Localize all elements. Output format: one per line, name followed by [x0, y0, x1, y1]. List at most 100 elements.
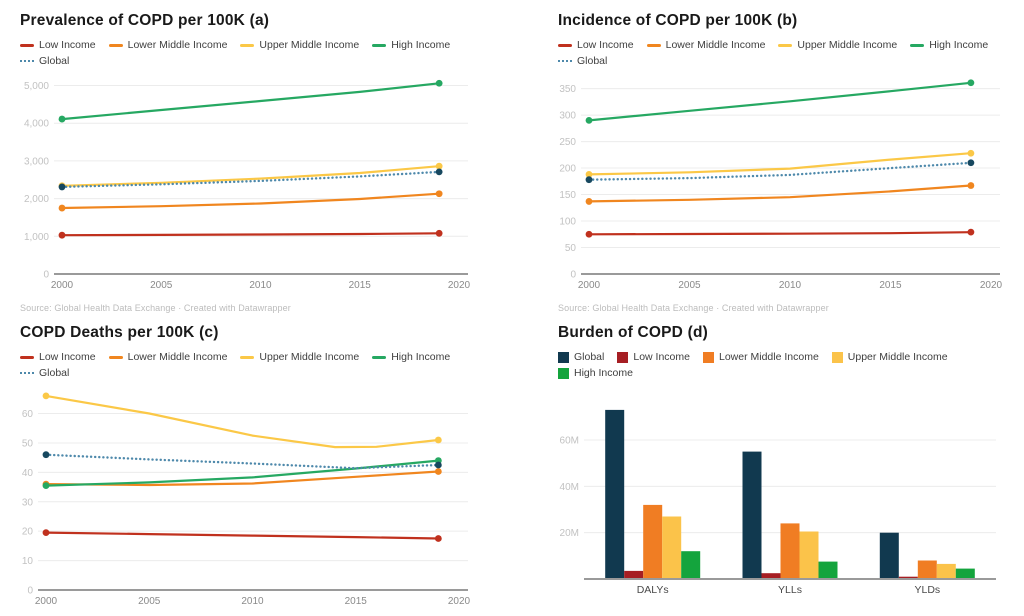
series-line-global: [587, 161, 973, 181]
bar-high-income-ylls: [818, 561, 838, 579]
y-tick-label: 2,000: [24, 194, 49, 205]
legend-item-global: Global: [558, 351, 604, 363]
y-tick-label: 60M: [560, 436, 579, 447]
chart-plot-burden: 20M 40M 60M DALYs YLLs YLDs: [558, 386, 1004, 598]
legend-line-marker: [20, 355, 34, 359]
y-tick-label: 200: [559, 164, 576, 175]
chart-legend-incidence: Low Income Lower Middle Income Upper Middl…: [558, 39, 1004, 67]
series-line-low-income: [587, 231, 972, 236]
y-tick-label: 40M: [560, 482, 579, 493]
series-line-high-income: [587, 81, 972, 122]
legend-line-marker: [372, 43, 387, 47]
series-line-low-income: [44, 531, 440, 540]
y-tick-label: 10: [22, 556, 34, 567]
legend-label: Global: [577, 55, 608, 67]
series-endpoint-dot-upper-middle-income: [585, 171, 593, 178]
legend-dotted-line-marker: [20, 372, 34, 374]
x-tick-label: 2000: [51, 280, 74, 291]
y-tick-label: 60: [22, 409, 34, 420]
bar-high-income-ylds: [955, 568, 975, 579]
series-endpoint-dot-low-income: [58, 231, 66, 239]
chart-legend-prevalence: Low Income Lower Middle Income Upper Middl…: [20, 39, 472, 67]
chart-panel-prevalence: Prevalence of COPD per 100K (a) Low Inco…: [20, 12, 472, 313]
series-line-lower-middle-income: [60, 192, 441, 210]
bar-low-income-dalys: [624, 570, 644, 579]
legend-item-high-income: High Income: [910, 39, 988, 51]
category-label-dalys: DALYs: [637, 584, 669, 596]
legend-label: Upper Middle Income: [259, 351, 360, 363]
bar-lower-middle-income-ylds: [917, 560, 937, 579]
legend-label: Upper Middle Income: [847, 351, 948, 363]
bar-lower-middle-income-dalys: [643, 504, 663, 579]
series-endpoint-dot-lower-middle-income: [434, 468, 442, 475]
x-tick-label: 2000: [578, 280, 601, 291]
series-endpoint-dot-global: [435, 168, 443, 176]
bar-high-income-dalys: [681, 551, 701, 579]
series-line-upper-middle-income: [60, 165, 441, 187]
y-tick-label: 4,000: [24, 119, 49, 130]
series-endpoint-dot-lower-middle-income: [967, 182, 975, 189]
chart-title-prevalence: Prevalence of COPD per 100K (a): [20, 12, 270, 29]
series-endpoint-dot-low-income: [967, 228, 975, 236]
legend-item-high-income: High Income: [558, 367, 633, 379]
legend-label: Low Income: [577, 39, 634, 51]
chart-title-deaths: COPD Deaths per 100K (c): [20, 324, 219, 341]
legend-item-lower-middle-income: Lower Middle Income: [108, 351, 227, 363]
legend-square-marker: [617, 351, 629, 363]
deaths-chart-svg: 0 10 20 30 40 50 60 2000 2005 2010 2015 2020: [22, 392, 471, 607]
series-endpoint-dot-low-income: [434, 535, 442, 542]
legend-label: Low Income: [39, 351, 96, 363]
series-line-upper-middle-income: [587, 152, 972, 176]
y-tick-label: 100: [559, 217, 576, 228]
bar-lower-middle-income-ylls: [780, 523, 800, 579]
series-endpoint-dot-low-income: [585, 230, 593, 238]
x-tick-label: 2015: [879, 280, 902, 291]
y-tick-label: 20M: [560, 528, 579, 539]
y-tick-label: 0: [43, 270, 49, 281]
legend-label: High Income: [574, 367, 633, 379]
chart-panel-deaths: COPD Deaths per 100K (c) Low Income Lower…: [20, 324, 472, 610]
chart-title-burden: Burden of COPD (d): [558, 324, 708, 341]
y-tick-label: 0: [570, 270, 576, 281]
series-endpoint-dot-global: [434, 461, 442, 469]
legend-line-marker: [108, 43, 123, 47]
legend-line-marker: [558, 43, 572, 47]
prevalence-chart-svg: 0 1,000 2,000 3,000 4,000 5,000 2000 2005 2010 20…: [24, 79, 471, 291]
x-tick-label: 2015: [349, 280, 372, 291]
y-tick-label: 50: [565, 243, 577, 254]
legend-item-global: Global: [20, 55, 69, 67]
series-line-global: [60, 170, 441, 189]
x-tick-label: 2005: [138, 596, 161, 607]
legend-line-marker: [240, 43, 255, 47]
legend-item-global: Global: [20, 367, 69, 379]
legend-square-marker: [558, 367, 569, 379]
chart-title-incidence: Incidence of COPD per 100K (b): [558, 12, 798, 29]
burden-chart-svg: 20M 40M 60M DALYs YLLs YLDs: [560, 409, 996, 596]
y-tick-label: 30: [22, 497, 34, 508]
series-endpoint-dot-upper-middle-income: [434, 436, 442, 444]
series-endpoint-dot-low-income: [42, 529, 50, 537]
legend-item-low-income: Low Income: [617, 351, 690, 363]
series-line-high-income: [60, 82, 441, 121]
series-endpoint-dot-global: [58, 183, 66, 191]
legend-square-marker: [558, 351, 569, 363]
legend-label: Global: [574, 351, 605, 363]
series-line-upper-middle-income: [44, 394, 440, 449]
x-tick-label: 2020: [448, 596, 471, 607]
series-endpoint-dot-high-income: [967, 79, 975, 87]
y-tick-label: 300: [559, 111, 576, 122]
series-endpoint-dot-lower-middle-income: [585, 198, 593, 205]
x-tick-label: 2010: [249, 280, 272, 291]
y-tick-label: 20: [22, 527, 34, 538]
legend-line-marker: [910, 43, 925, 47]
legend-item-high-income: High Income: [372, 351, 450, 363]
legend-label: Upper Middle Income: [259, 39, 360, 51]
series-endpoint-dot-upper-middle-income: [435, 162, 443, 170]
legend-line-marker: [646, 43, 661, 47]
bar-global-ylls: [742, 451, 762, 579]
y-tick-label: 250: [559, 137, 576, 148]
legend-line-marker: [778, 43, 793, 47]
legend-item-upper-middle-income: Upper Middle Income: [240, 351, 359, 363]
series-endpoint-dot-upper-middle-income: [42, 392, 50, 400]
